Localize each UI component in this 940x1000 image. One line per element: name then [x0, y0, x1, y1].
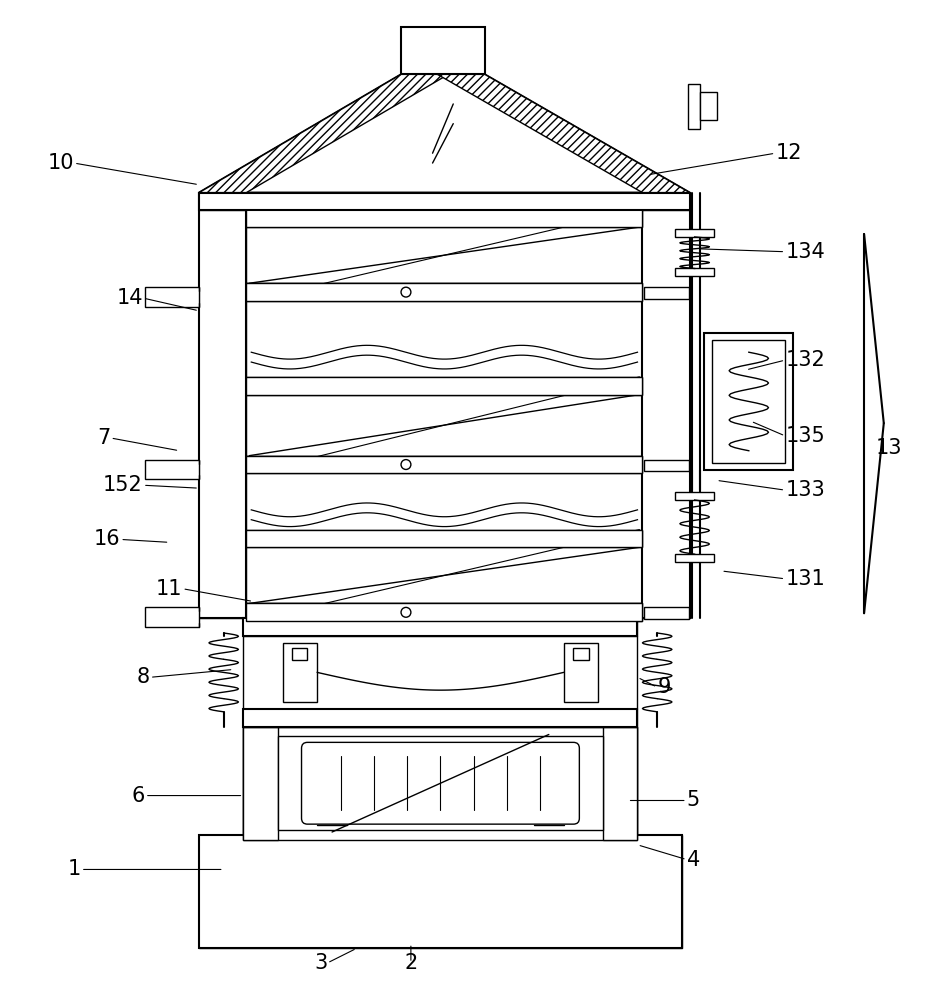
- Text: 7: 7: [97, 428, 110, 448]
- Text: 134: 134: [785, 242, 825, 262]
- Bar: [145, 287, 199, 307]
- Bar: [278, 736, 603, 830]
- Bar: [145, 460, 199, 479]
- Bar: [675, 268, 714, 276]
- Text: 3: 3: [314, 953, 327, 973]
- Bar: [243, 618, 637, 636]
- Polygon shape: [437, 74, 690, 193]
- Bar: [246, 456, 642, 473]
- Bar: [199, 835, 682, 948]
- Bar: [675, 554, 714, 562]
- Bar: [243, 727, 637, 840]
- Bar: [243, 636, 637, 709]
- Bar: [642, 193, 690, 618]
- Bar: [243, 727, 278, 840]
- Bar: [199, 835, 682, 948]
- Bar: [283, 643, 318, 702]
- Bar: [243, 709, 637, 727]
- Bar: [199, 193, 690, 210]
- Text: 11: 11: [156, 579, 182, 599]
- Bar: [675, 229, 714, 237]
- Text: 131: 131: [785, 569, 825, 589]
- Text: 8: 8: [136, 667, 149, 687]
- Text: 14: 14: [117, 288, 143, 308]
- Bar: [246, 283, 642, 301]
- Bar: [199, 193, 246, 618]
- Bar: [199, 193, 246, 618]
- Text: 152: 152: [103, 475, 143, 495]
- Polygon shape: [199, 74, 448, 193]
- Bar: [246, 209, 642, 227]
- Bar: [246, 209, 642, 227]
- Bar: [401, 27, 485, 74]
- Bar: [291, 648, 307, 660]
- Text: 16: 16: [94, 529, 120, 549]
- Bar: [645, 460, 689, 471]
- Bar: [246, 377, 642, 395]
- Bar: [645, 607, 689, 619]
- Text: 132: 132: [785, 350, 825, 370]
- Text: 4: 4: [687, 850, 700, 870]
- Bar: [645, 287, 689, 299]
- Bar: [564, 643, 598, 702]
- Bar: [603, 727, 637, 840]
- Bar: [246, 603, 642, 621]
- Bar: [199, 193, 690, 210]
- Bar: [246, 603, 642, 621]
- FancyBboxPatch shape: [302, 742, 579, 824]
- Text: 10: 10: [47, 153, 74, 173]
- Text: 6: 6: [132, 786, 145, 806]
- Text: 12: 12: [776, 143, 802, 163]
- Bar: [246, 377, 642, 395]
- Text: 133: 133: [785, 480, 825, 500]
- Bar: [688, 84, 699, 129]
- Text: 135: 135: [785, 426, 825, 446]
- Bar: [699, 92, 717, 120]
- Bar: [675, 492, 714, 500]
- Text: 2: 2: [404, 953, 417, 973]
- Bar: [642, 193, 690, 618]
- Text: 5: 5: [687, 790, 700, 810]
- Bar: [713, 340, 785, 463]
- Bar: [246, 530, 642, 547]
- Polygon shape: [199, 74, 690, 193]
- Bar: [243, 727, 278, 840]
- Bar: [145, 607, 199, 627]
- Bar: [573, 648, 589, 660]
- Bar: [246, 456, 642, 473]
- Bar: [243, 618, 637, 636]
- Bar: [243, 709, 637, 727]
- Bar: [704, 333, 793, 470]
- Bar: [246, 283, 642, 301]
- Text: 9: 9: [657, 677, 670, 697]
- Text: 13: 13: [875, 438, 902, 458]
- Text: 1: 1: [68, 859, 81, 879]
- Bar: [603, 727, 637, 840]
- Bar: [246, 530, 642, 547]
